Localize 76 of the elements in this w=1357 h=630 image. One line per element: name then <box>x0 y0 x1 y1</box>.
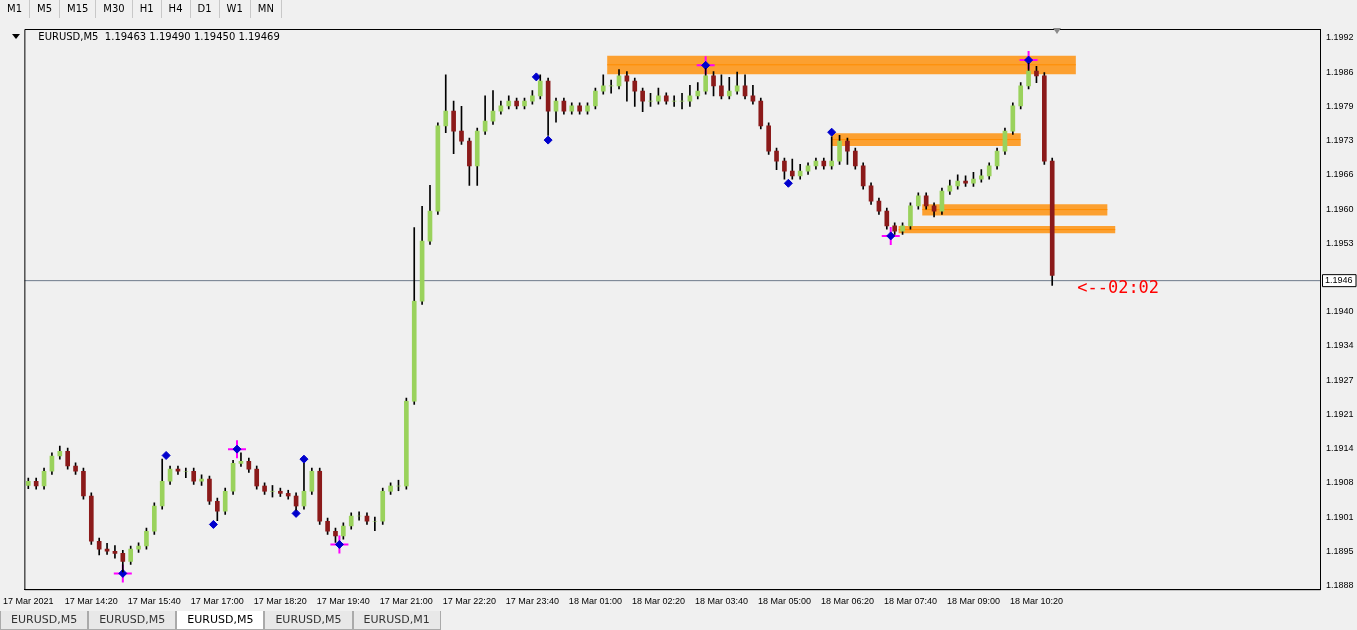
point <box>291 508 301 518</box>
annotation: <--02:02 <box>1077 276 1160 297</box>
y-tick-label: 1.1973 <box>1326 135 1354 146</box>
x-tick-label: 18 Mar 03:40 <box>694 596 748 607</box>
point <box>161 450 171 460</box>
point <box>329 534 350 555</box>
candlestick <box>183 467 189 478</box>
text: M1 <box>0 0 30 18</box>
y-tick-label: 1.1927 <box>1326 374 1354 385</box>
x-tick-label: 17 Mar 15:40 <box>127 596 181 607</box>
point <box>227 439 248 460</box>
y-tick-label: 1.1966 <box>1326 169 1354 180</box>
y-tick-label: 1.1979 <box>1326 100 1354 111</box>
x-tick-label: 17 Mar 23:40 <box>505 596 559 607</box>
x-tick-label: 18 Mar 09:00 <box>946 596 1000 607</box>
x-tick-label: 18 Mar 10:20 <box>1009 596 1063 607</box>
point <box>880 225 901 246</box>
text: EURUSD,M5 <box>0 611 89 630</box>
text: W1 <box>219 0 251 18</box>
y-tick-label: 1.1953 <box>1326 237 1354 248</box>
candlestick <box>104 543 110 555</box>
x-tick-label: 18 Mar 02:20 <box>631 596 685 607</box>
text: EURUSD,M5 <box>176 611 265 630</box>
text: D1 <box>190 0 220 18</box>
point <box>827 127 837 137</box>
text: H1 <box>132 0 162 18</box>
text: EURUSD,M5 <box>88 611 177 630</box>
point <box>208 519 218 529</box>
x-tick-label: 18 Mar 01:00 <box>568 596 622 607</box>
y-tick-label: 1.1908 <box>1326 477 1354 488</box>
text: M5 <box>30 0 60 18</box>
y-tick-label: 1.1992 <box>1326 32 1354 43</box>
point <box>1018 50 1039 71</box>
point <box>232 444 242 454</box>
x-tick-label: 18 Mar 05:00 <box>757 596 811 607</box>
point <box>701 60 711 70</box>
point <box>543 135 553 145</box>
y-tick-label: 1.1940 <box>1326 306 1354 317</box>
candlestick <box>112 545 118 559</box>
x-tick-label: 17 Mar 17:00 <box>190 596 244 607</box>
candlestick <box>829 136 834 170</box>
point <box>783 178 793 188</box>
text: M30 <box>96 0 133 18</box>
candlestick <box>443 74 449 134</box>
point <box>299 454 309 464</box>
y-tick-label: 1.1986 <box>1326 66 1354 77</box>
point <box>531 72 541 82</box>
x-tick-label: 18 Mar 07:40 <box>883 596 937 607</box>
text: H4 <box>161 0 191 18</box>
y-tick-label: 1.1901 <box>1326 511 1354 522</box>
y-tick-label: 1.1960 <box>1326 203 1354 214</box>
y-tick-label: 1.1888 <box>1326 580 1354 590</box>
y-tick-label: 1.1914 <box>1326 443 1354 454</box>
text: EURUSD,M5 <box>264 611 353 630</box>
candlestick <box>372 516 378 532</box>
point <box>886 231 896 241</box>
point <box>334 539 344 549</box>
text: MN <box>250 0 282 18</box>
ref-line-label: 1.1946 <box>1325 275 1353 286</box>
x-tick-label: 17 Mar 22:20 <box>442 596 496 607</box>
y-tick-label: 1.1895 <box>1326 545 1354 556</box>
text: EURUSD,M1 <box>352 611 441 630</box>
x-tick-label: 17 Mar 21:00 <box>379 596 433 607</box>
candlestick <box>238 452 244 467</box>
y-tick-label: 1.1921 <box>1326 408 1354 419</box>
y-tick-label: 1.1934 <box>1326 340 1354 351</box>
x-tick-label: 17 Mar 19:40 <box>316 596 370 607</box>
point <box>1024 55 1034 65</box>
chart-title: EURUSD,M5 1.19463 1.19490 1.19450 1.19469 <box>38 30 280 42</box>
x-tick-label: 17 Mar 14:20 <box>64 596 118 607</box>
x-tick-label: 17 Mar 18:20 <box>253 596 307 607</box>
text: M15 <box>60 0 97 18</box>
x-tick-label: 17 Mar 2021 <box>3 596 54 607</box>
x-tick-label: 18 Mar 06:20 <box>820 596 874 607</box>
point <box>695 55 716 76</box>
candlestick <box>726 77 732 100</box>
